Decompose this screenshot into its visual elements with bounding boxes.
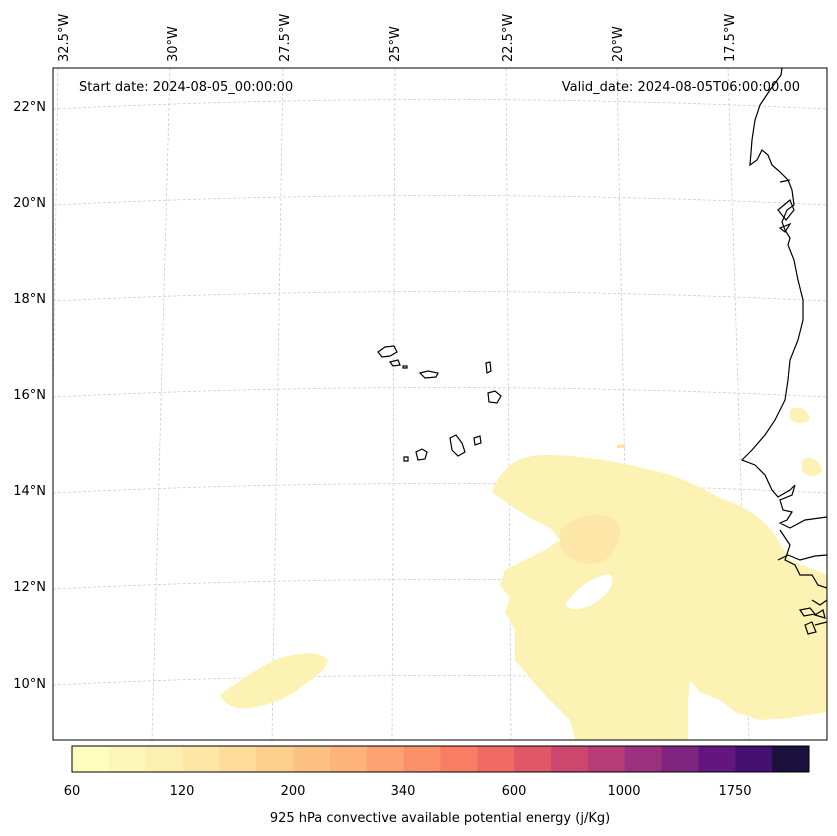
colorbar-segment: [72, 746, 110, 772]
colorbar-segment: [182, 746, 220, 772]
colorbar-segment: [329, 746, 368, 772]
colorbar-tick-label: 600: [502, 784, 527, 799]
island-boa-vista: [487, 390, 502, 404]
cape-region-dot: [617, 444, 625, 448]
lon-label: 25°W: [388, 26, 403, 62]
island-santo-antao: [377, 345, 398, 358]
africa-coastline: [740, 68, 827, 529]
colorbar-segment: [108, 746, 147, 772]
colorbar-segment: [624, 746, 663, 772]
start-date-label: Start date: 2024-08-05_00:00:00: [79, 80, 293, 95]
colorbar-frame: [71, 745, 810, 773]
lat-label: 14°N: [13, 484, 46, 499]
island-sal: [485, 361, 492, 374]
colorbar-segment: [698, 746, 736, 772]
valid-date-label: Valid_date: 2024-08-05T06:00:00.00: [562, 80, 800, 95]
colorbar-segment: [403, 746, 441, 772]
cape-hole: [565, 574, 613, 610]
map-frame: [52, 67, 828, 741]
island-santiago: [449, 434, 466, 457]
cape-field: [220, 407, 827, 740]
colorbar-segment: [551, 746, 589, 772]
cape-verde-islands: [377, 345, 502, 462]
coastlines: [740, 68, 827, 635]
lon-label: 17.5°W: [723, 14, 738, 62]
colorbar-segment: [219, 746, 257, 772]
colorbar-segment: [514, 746, 552, 772]
longitude-labels: 32.5°W 30°W 27.5°W 25°W 22.5°W 20°W 17.5…: [57, 14, 738, 62]
island-sao-vicente: [388, 359, 401, 367]
colorbar-tick-label: 340: [391, 784, 416, 799]
lon-label: 32.5°W: [57, 14, 72, 62]
island-santa-luzia: [402, 365, 408, 369]
cape-region-east-small-2: [802, 458, 822, 476]
cape-region-west: [220, 653, 328, 709]
lon-label: 20°W: [611, 26, 626, 62]
lon-label: 22.5°W: [501, 14, 516, 62]
colorbar-tick-label: 120: [170, 784, 195, 799]
lon-label: 30°W: [166, 26, 181, 62]
colorbar-segment: [587, 746, 626, 772]
cape-region-east-small: [790, 407, 810, 424]
colorbar-tick-label: 1000: [607, 784, 640, 799]
cape-region-darker: [560, 514, 621, 564]
colorbar: [72, 746, 810, 772]
latitude-gridlines: [53, 99, 827, 686]
lon-label: 27.5°W: [278, 14, 293, 62]
colorbar-segment: [477, 746, 515, 772]
latitude-labels: 22°N 20°N 18°N 16°N 14°N 12°N 10°N: [13, 100, 46, 692]
island-fogo: [415, 448, 428, 461]
colorbar-segment: [145, 746, 184, 772]
island-sao-nicolau: [418, 370, 439, 379]
colorbar-tick-label: 200: [281, 784, 306, 799]
colorbar-tick-label: 60: [64, 784, 81, 799]
colorbar-segment: [772, 746, 810, 772]
colorbar-segment: [293, 746, 331, 772]
lat-label: 18°N: [13, 292, 46, 307]
lat-label: 20°N: [13, 196, 46, 211]
island-brava: [403, 456, 409, 462]
colorbar-segment: [661, 746, 699, 772]
lat-label: 22°N: [13, 100, 46, 115]
lat-label: 10°N: [13, 677, 46, 692]
lat-label: 16°N: [13, 388, 46, 403]
colorbar-segment: [256, 746, 294, 772]
colorbar-segment: [735, 746, 773, 772]
colorbar-segment: [366, 746, 405, 772]
island-maio: [473, 435, 482, 446]
colorbar-label: 925 hPa convective available potential e…: [270, 811, 610, 826]
colorbar-tick-label: 1750: [718, 784, 751, 799]
colorbar-segment: [440, 746, 478, 772]
lat-label: 12°N: [13, 580, 46, 595]
colorbar-ticks: 60 120 200 340 600 1000 1750: [64, 784, 752, 799]
